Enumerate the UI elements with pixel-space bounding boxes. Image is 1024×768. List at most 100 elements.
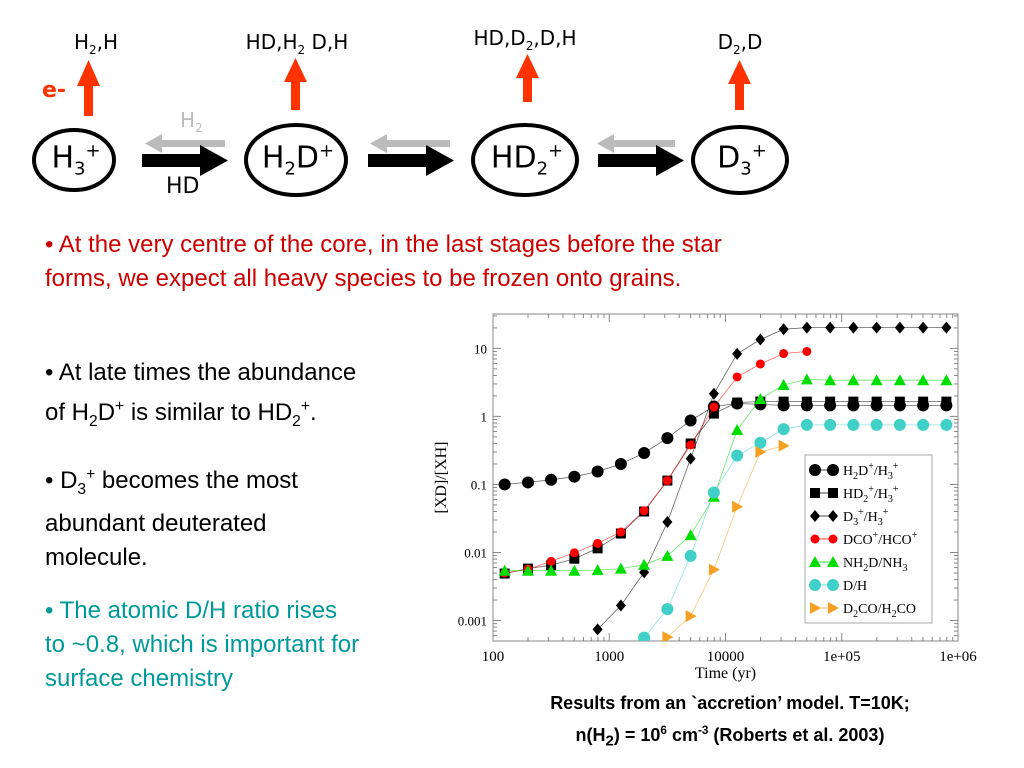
species-h3: H3+ xyxy=(51,141,100,180)
text-segment: HD,D xyxy=(473,26,526,50)
data-point xyxy=(498,564,511,576)
data-point xyxy=(662,516,673,529)
legend-marker xyxy=(809,556,821,567)
forward-arrows xyxy=(142,145,684,176)
data-point xyxy=(569,553,580,564)
text-segment: 3 xyxy=(77,480,87,498)
abundance-ratio-chart: 100 1000 10000 1e+05 1e+06 10 1 0.1 0.01 0.001 Tim… xyxy=(433,313,977,682)
data-point xyxy=(894,396,905,407)
text-segment: is similar to HD xyxy=(124,399,293,426)
x-tick-label: 1000 xyxy=(594,649,624,665)
legend-label: NH2​D/NH3​ xyxy=(843,556,907,574)
top-label-hd2: HD,D2,D,H xyxy=(474,26,577,53)
text-segment: to ~0.8, which is important for xyxy=(45,631,360,658)
data-point xyxy=(708,408,719,419)
legend-marker xyxy=(810,488,820,498)
legend-label-segment: 2 xyxy=(853,609,858,620)
legend-item: D3​+​/H3​+​ xyxy=(810,507,889,528)
data-point xyxy=(755,359,765,369)
y-tick-label: 10 xyxy=(474,341,487,356)
d3-ellipse xyxy=(691,125,789,195)
legend-item: NH2​D/NH3​ xyxy=(809,556,907,574)
data-point xyxy=(801,321,812,334)
text-segment: 3 xyxy=(740,158,752,180)
text-segment: H xyxy=(51,140,75,176)
legend-label-segment: D xyxy=(843,510,853,525)
data-point xyxy=(778,439,790,452)
legend-item: D2​CO/H2​CO xyxy=(810,602,916,620)
data-point xyxy=(593,538,603,548)
bullet-line: • The atomic D/H ratio rises xyxy=(45,594,359,628)
top-label-h3: H2,H xyxy=(74,30,118,57)
text-segment: ) = 10 xyxy=(613,725,661,745)
data-point xyxy=(870,418,883,431)
text-segment: D xyxy=(97,399,116,426)
text-segment: ,D,H xyxy=(533,26,577,50)
forward-label: HD xyxy=(166,174,200,199)
data-point xyxy=(708,563,720,576)
data-point xyxy=(801,396,812,407)
up-arrow-icon xyxy=(516,54,539,102)
data-point xyxy=(940,374,953,386)
text-segment: . xyxy=(309,399,317,426)
species-hd2: HD2+ xyxy=(491,141,563,180)
legend-label-segment: D/H xyxy=(843,579,867,594)
text-segment: + xyxy=(319,140,335,162)
text-segment: ,H xyxy=(96,30,119,54)
text-segment: + xyxy=(85,140,101,162)
data-point xyxy=(662,476,672,486)
electron-recombination-arrows xyxy=(77,54,751,116)
legend-label-segment: 2 xyxy=(892,609,897,620)
legend-marker xyxy=(828,602,839,614)
bullet-line: abundant deuterated xyxy=(45,507,298,541)
text-segment: + xyxy=(548,140,564,162)
data-point xyxy=(777,378,790,390)
legend-marker xyxy=(827,579,839,591)
data-point xyxy=(941,321,952,334)
legend-item: D/H xyxy=(809,579,867,594)
legend-label-segment: DCO xyxy=(843,533,873,548)
x-tick-label: 1e+05 xyxy=(823,649,861,665)
legend-marker xyxy=(810,602,821,614)
electron-label: e- xyxy=(42,78,67,103)
left-arrow-icon xyxy=(597,134,675,153)
legend-label-segment: 3 xyxy=(853,517,858,528)
legend-label-segment: 2 xyxy=(863,494,868,505)
y-tick-label: 0.1 xyxy=(471,477,487,492)
legend-label-segment: + xyxy=(858,507,864,518)
data-point xyxy=(638,446,651,459)
data-point xyxy=(662,631,674,641)
text-segment: 3 xyxy=(74,158,86,180)
x-tick-label: 10000 xyxy=(707,649,745,665)
bullet-3: • The atomic D/H ratio rises to ~0.8, wh… xyxy=(45,594,359,696)
text-segment: H xyxy=(73,30,89,54)
data-point xyxy=(661,432,674,445)
bullet-line: molecule. xyxy=(45,541,298,575)
data-point xyxy=(918,396,929,407)
data-point xyxy=(755,445,767,458)
data-point xyxy=(545,473,558,486)
data-point xyxy=(754,436,767,449)
text-segment: HD xyxy=(490,140,537,176)
text-segment: + xyxy=(751,140,767,162)
text-segment: D xyxy=(295,140,320,176)
text-segment: 2 xyxy=(284,158,296,180)
text-segment: 2 xyxy=(733,43,741,57)
data-point xyxy=(825,321,836,334)
intro-line-1: • At the very centre of the core, in the… xyxy=(45,231,722,258)
legend-label-segment: + xyxy=(868,484,874,495)
data-point xyxy=(778,323,789,336)
legend-item: H2​D+​/H3​+​ xyxy=(809,461,899,482)
data-point xyxy=(848,321,859,334)
legend-marker xyxy=(828,510,838,522)
data-point xyxy=(498,478,511,491)
legend-label-segment: CO xyxy=(897,602,916,617)
legend-label-segment: /H xyxy=(864,510,878,525)
legend-label: D3​+​/H3​+​ xyxy=(843,507,889,528)
data-point xyxy=(800,373,813,385)
text-segment: 6 xyxy=(660,724,667,737)
text-segment: 2 xyxy=(89,43,97,57)
legend-label-segment: 2 xyxy=(853,471,858,482)
legend-label: D2​CO/H2​CO xyxy=(843,602,916,620)
legend-label-segment: H xyxy=(843,464,853,479)
